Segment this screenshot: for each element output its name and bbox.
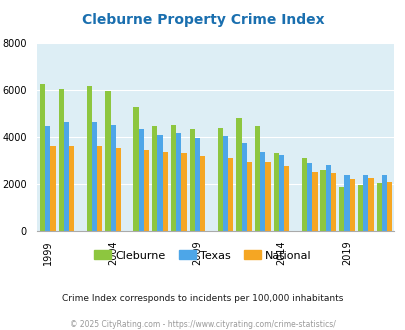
Bar <box>92 122 97 231</box>
Bar <box>325 165 330 231</box>
Bar <box>362 175 367 231</box>
Text: © 2025 CityRating.com - https://www.cityrating.com/crime-statistics/: © 2025 CityRating.com - https://www.city… <box>70 320 335 329</box>
Bar <box>50 147 55 231</box>
Bar <box>320 170 325 231</box>
Bar <box>86 86 92 231</box>
Bar <box>260 152 265 231</box>
Bar <box>254 126 260 231</box>
Text: Crime Index corresponds to incidents per 100,000 inhabitants: Crime Index corresponds to incidents per… <box>62 294 343 303</box>
Bar <box>58 89 64 231</box>
Bar <box>311 172 317 231</box>
Bar <box>278 154 284 231</box>
Bar <box>246 162 252 231</box>
Bar <box>200 156 205 231</box>
Bar <box>176 133 181 231</box>
Bar <box>115 148 121 231</box>
Bar <box>273 153 278 231</box>
Bar <box>189 129 194 231</box>
Bar <box>133 107 139 231</box>
Bar <box>349 179 354 231</box>
Bar <box>162 152 167 231</box>
Bar <box>152 126 157 231</box>
Bar <box>343 175 349 231</box>
Bar <box>241 143 246 231</box>
Bar <box>105 91 110 231</box>
Text: Cleburne Property Crime Index: Cleburne Property Crime Index <box>81 13 324 27</box>
Bar <box>306 163 311 231</box>
Bar <box>222 136 228 231</box>
Bar <box>367 178 373 231</box>
Bar <box>284 166 289 231</box>
Legend: Cleburne, Texas, National: Cleburne, Texas, National <box>90 246 315 265</box>
Bar <box>265 162 270 231</box>
Bar <box>157 135 162 231</box>
Bar <box>69 147 74 231</box>
Bar <box>228 158 233 231</box>
Bar <box>381 175 386 231</box>
Bar <box>143 150 149 231</box>
Bar <box>97 147 102 231</box>
Bar <box>194 138 200 231</box>
Bar <box>357 185 362 231</box>
Bar <box>217 128 222 231</box>
Bar <box>181 153 186 231</box>
Bar <box>139 129 143 231</box>
Bar <box>110 125 115 231</box>
Bar <box>330 173 335 231</box>
Bar <box>40 84 45 231</box>
Bar <box>376 183 381 231</box>
Bar <box>386 182 391 231</box>
Bar <box>64 122 69 231</box>
Bar <box>338 187 343 231</box>
Bar <box>236 118 241 231</box>
Bar <box>301 158 306 231</box>
Bar <box>45 126 50 231</box>
Bar <box>171 125 176 231</box>
